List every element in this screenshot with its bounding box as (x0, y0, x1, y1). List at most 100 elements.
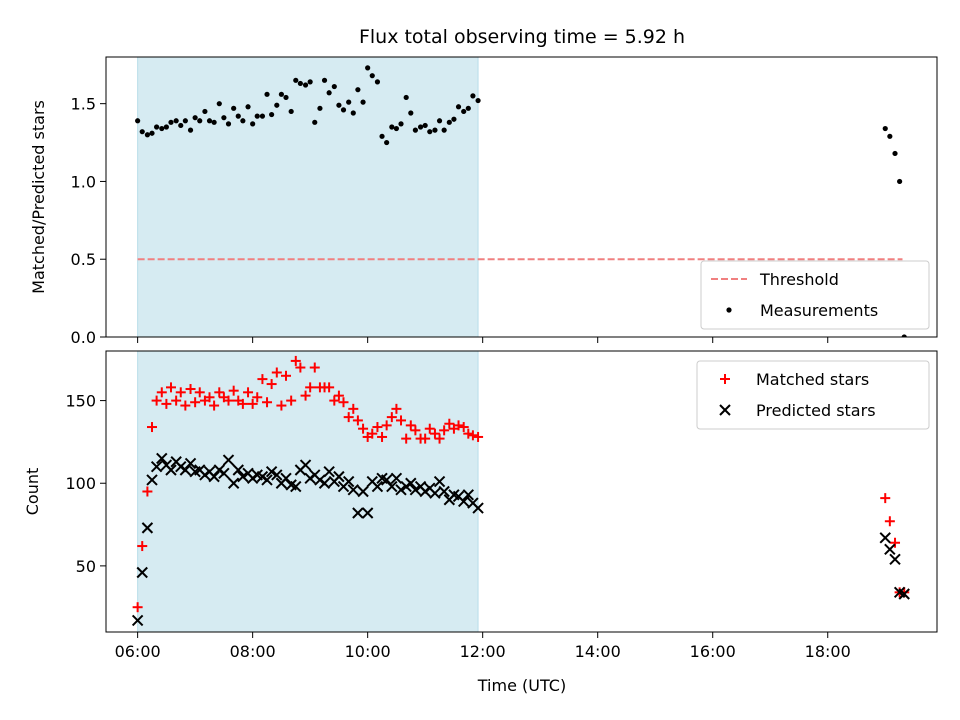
predicted-star-point (405, 477, 417, 489)
predicted-star-point (347, 484, 359, 496)
legend-predicted-swatch (719, 404, 731, 416)
matched-star-point (324, 382, 335, 393)
measurement-point (278, 91, 285, 97)
measurement-point (144, 132, 151, 138)
matched-star-point (252, 392, 263, 403)
predicted-star-point (380, 474, 393, 486)
matched-star-point (295, 362, 306, 373)
matched-star-point (156, 387, 167, 398)
predicted-star-point (323, 465, 335, 478)
matched-star-point (257, 374, 268, 385)
matched-star-point (352, 415, 363, 426)
measurement-point (254, 113, 260, 119)
measurement-point (340, 107, 347, 113)
matched-star-point (305, 382, 316, 393)
measurement-point (470, 93, 476, 99)
matched-star-point (329, 395, 340, 406)
measurement-point (892, 150, 898, 157)
measurement-point (206, 118, 213, 124)
matched-star-point (147, 422, 158, 433)
matched-star-point (377, 431, 388, 442)
x-tick-label: 14:00 (575, 642, 621, 661)
measurement-point (312, 119, 318, 125)
measurement-point (302, 82, 309, 88)
matched-star-point (890, 537, 901, 548)
measurement-point (331, 83, 337, 90)
measurement-point (389, 124, 395, 130)
y-tick-label: 50 (76, 557, 96, 576)
measurement-point (297, 80, 303, 87)
y-tick-label: 1.5 (71, 95, 96, 114)
axes-frame (105, 350, 938, 633)
matched-star-point (358, 423, 369, 434)
measurement-point (202, 108, 208, 115)
predicted-star-point (179, 464, 192, 476)
measurement-point (403, 94, 409, 101)
matched-star-point (290, 355, 301, 366)
predicted-star-point (222, 454, 235, 466)
matched-star-point (458, 422, 469, 433)
matched-star-point (228, 385, 239, 396)
measurement-point (326, 90, 332, 96)
measurement-point (159, 125, 165, 132)
predicted-star-point (237, 470, 249, 483)
measurement-point (264, 91, 270, 97)
measurement-point (408, 110, 414, 116)
measurement-point (374, 79, 381, 85)
measurement-point (178, 122, 184, 129)
matched-star-point (473, 431, 484, 442)
matched-star-point (281, 370, 292, 381)
matched-star-point (137, 541, 148, 552)
predicted-star-point (433, 475, 446, 488)
measurement-point (897, 178, 903, 185)
x-tick-label: 08:00 (230, 642, 276, 661)
measurement-point (398, 121, 404, 127)
predicted-star-point (280, 472, 292, 484)
measurement-point (245, 104, 251, 110)
predicted-star-point (342, 475, 355, 488)
measurement-point (283, 94, 289, 101)
measurement-point (231, 105, 237, 111)
measurement-point (293, 77, 299, 83)
predicted-star-point (290, 480, 302, 493)
x-tick-label: 12:00 (460, 642, 506, 661)
matched-star-point (372, 422, 383, 433)
measurement-point (187, 127, 194, 133)
matched-star-point (386, 412, 397, 423)
measurement-point (216, 101, 222, 107)
matched-star-point (424, 423, 435, 434)
measurement-point (192, 115, 198, 121)
measurement-point (235, 113, 241, 119)
measurement-point (173, 118, 179, 124)
matched-star-point (463, 428, 474, 439)
measurement-point (240, 118, 246, 124)
predicted-star-point (884, 543, 896, 556)
predicted-star-point (879, 532, 891, 544)
measurement-point (417, 124, 424, 130)
matched-star-point (161, 398, 172, 409)
measurement-point (307, 79, 313, 85)
measurement-point (360, 99, 366, 105)
measurement-point (461, 108, 467, 115)
predicted-star-point (261, 474, 273, 486)
measurement-point (250, 121, 256, 127)
predicted-star-point (136, 566, 148, 579)
measurement-point (182, 118, 188, 124)
matched-star-point (429, 428, 440, 439)
measurement-point (393, 125, 400, 132)
predicted-star-point (438, 485, 450, 498)
measurement-point (436, 118, 443, 124)
matched-star-point (343, 412, 354, 423)
matched-star-point (165, 382, 176, 393)
measurement-point (211, 119, 217, 125)
matched-star-point (367, 428, 378, 439)
matched-star-point (185, 384, 196, 395)
predicted-star-point (898, 588, 910, 600)
matched-star-point (467, 430, 478, 441)
chart-title: Flux total observing time = 5.92 h (359, 26, 685, 48)
predicted-star-point (352, 507, 364, 519)
matched-star-point (420, 433, 431, 444)
measurement-point (451, 116, 457, 122)
measurement-point (412, 127, 418, 133)
ratio-panel: 0.0 0.5 1.0 1.5 Matched/Predicted stars Thres… (29, 56, 938, 347)
